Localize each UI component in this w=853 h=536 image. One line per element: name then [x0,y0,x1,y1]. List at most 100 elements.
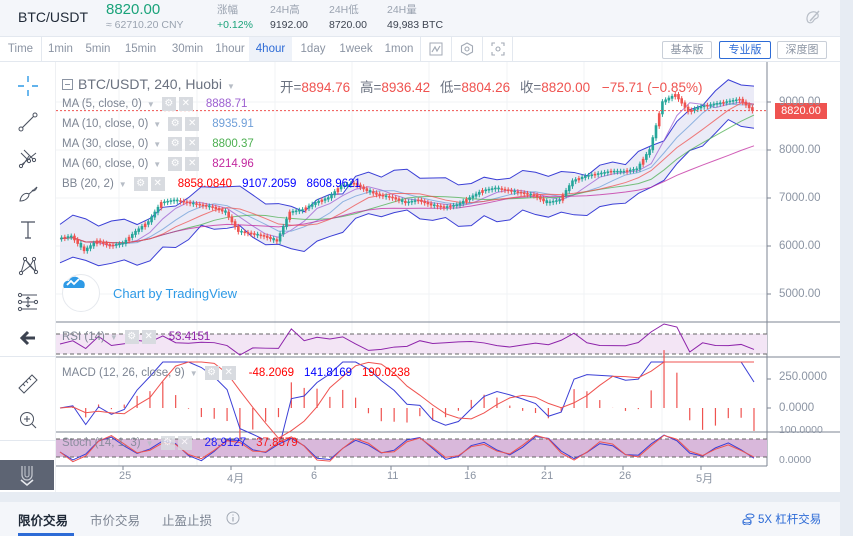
stat-label: 涨幅 [217,4,238,16]
timeframe-1hour[interactable]: 1hour [215,43,245,55]
gear-icon[interactable]: ⚙ [133,177,148,191]
timeframe-4hour[interactable]: 4hour [249,37,292,61]
close-icon[interactable]: ✕ [185,117,200,131]
ruler-icon [18,374,38,394]
chevron-down-icon[interactable]: ▼ [145,438,154,448]
close-icon[interactable]: ✕ [150,177,165,191]
last-price: 8820.00 [106,1,161,18]
low-value: 8804.26 [461,80,511,95]
paint-brush-icon[interactable] [804,8,822,26]
price-axis-label: 6000.00 [779,240,821,252]
crosshair-tool[interactable] [12,70,44,102]
timeframe-5min[interactable]: 5min [85,43,111,55]
settings-hexagon-icon [460,42,474,56]
tab-limit-order[interactable]: 限价交易 [18,514,69,528]
study-name: BB (20, 2) [62,178,114,190]
chart-canvas[interactable] [56,62,840,492]
close-icon[interactable]: ✕ [221,366,236,380]
back-tool[interactable] [12,322,44,354]
fullscreen-button[interactable] [482,37,513,61]
close-icon[interactable]: ✕ [185,157,200,171]
ohlc-values: 开=8894.76 高=8936.42 低=8804.26 收=8820.00 … [280,76,702,96]
brush-icon [19,186,38,202]
collapse-icon[interactable] [62,79,73,90]
more-tools-button[interactable] [0,460,54,490]
date-axis-label: 6 [311,470,318,482]
chevron-down-icon[interactable]: ▼ [109,332,118,342]
stoch-legend: Stoch (14, 1, 3) ▼ ⚙ ✕ 28.9127 37.8579 [62,436,298,450]
open-value: 8894.76 [301,80,351,95]
stat-24h-low: 24H低 8720.00 [329,2,367,31]
price-axis-label: 7000.00 [779,192,821,204]
gear-icon[interactable]: ⚙ [168,117,183,131]
gear-icon[interactable]: ⚙ [160,436,175,450]
timeframe-1min[interactable]: 1min [41,37,79,61]
study-name: Stoch (14, 1, 3) [62,437,141,449]
gear-icon[interactable]: ⚙ [161,97,176,111]
pitchfork-tool[interactable] [12,142,44,174]
chevron-down-icon[interactable]: ▼ [189,368,198,378]
date-axis-label: 11 [387,470,399,482]
zoom-in-tool[interactable] [12,404,44,436]
study-value: 8214.96 [212,158,254,170]
brush-tool[interactable] [12,178,44,210]
pattern-tool[interactable] [12,250,44,282]
price-axis-label: 9000.00 [779,96,821,108]
chart-type-icon [429,42,443,56]
text-tool[interactable] [12,214,44,246]
timeframe-1mon[interactable]: 1mon [384,43,414,55]
tab-market-order[interactable]: 市价交易 [90,514,141,528]
cny-equivalent: ≈ 62710.20 CNY [106,19,184,31]
tradingview-logo-icon [62,274,100,312]
view-pro-button[interactable]: 专业版 [719,41,771,59]
view-depth-button[interactable]: 深度图 [777,41,827,59]
high-value: 8936.42 [381,80,431,95]
date-axis-label: 21 [541,470,554,482]
pair-name[interactable]: BTC/USDT [18,9,88,25]
gear-icon[interactable]: ⚙ [168,137,183,151]
close-icon[interactable]: ✕ [141,330,156,344]
study-value: 37.8579 [256,437,298,449]
settings-button[interactable] [451,37,482,61]
close-icon[interactable]: ✕ [178,97,193,111]
tradingview-watermark[interactable]: Chart by TradingView [62,274,237,312]
ruler-tool[interactable] [12,368,44,400]
view-basic-button[interactable]: 基本版 [662,41,712,59]
rsi-legend: RSI (14) ▼ ⚙ ✕ 53.4151 [62,330,210,344]
timeframe-30min[interactable]: 30min [171,43,204,55]
study-legend-bb: BB (20, 2) ▼ ⚙ ✕ 8858.0840 9107.2059 8608.9621 [62,177,361,191]
trend-line-tool[interactable] [12,106,44,138]
timeframe-1week[interactable]: 1week [339,43,373,55]
study-legend-ma5: MA (5, close, 0) ▼ ⚙ ✕ 8888.71 [62,97,247,111]
timeframe-1day[interactable]: 1day [300,43,326,55]
macd-axis-label: 0.0000 [779,402,815,414]
stat-24h-volume: 24H量 49,983 BTC [387,2,443,31]
gear-icon[interactable]: ⚙ [124,330,139,344]
gear-icon[interactable]: ⚙ [168,157,183,171]
close-icon[interactable]: ✕ [185,137,200,151]
chevron-down-icon[interactable]: ▼ [153,119,162,129]
info-icon[interactable] [226,511,240,525]
chart-type-button[interactable] [420,37,451,61]
coins-icon [742,513,755,525]
timeframe-time[interactable]: Time [7,43,34,55]
pitchfork-icon [18,149,37,169]
trend-line-icon [18,112,38,132]
study-value: 8858.0840 [177,178,233,190]
chevron-down-icon[interactable]: ▼ [118,179,127,189]
leverage-trading-link[interactable]: 5X 杠杆交易 [742,511,821,527]
close-icon[interactable]: ✕ [177,436,192,450]
tool-divider [0,440,56,441]
fib-tool[interactable] [12,286,44,318]
timeframe-15min[interactable]: 15min [124,43,157,55]
gear-icon[interactable]: ⚙ [204,366,219,380]
study-value: 9107.2059 [242,178,297,190]
chevron-down-icon[interactable]: ▼ [146,99,155,109]
chevron-down-icon[interactable]: ▼ [153,139,162,149]
chevron-down-icon[interactable]: ▼ [153,159,162,169]
price-axis-label: 5000.00 [779,288,821,300]
tab-stop-order[interactable]: 止盈止损 [162,514,213,528]
chevron-down-icon[interactable]: ▼ [226,82,235,91]
date-axis-label: 5月 [696,473,714,485]
price-chart[interactable]: BTC/USDT, 240, Huobi ▼ 开=8894.76 高=8936.4… [56,62,840,492]
